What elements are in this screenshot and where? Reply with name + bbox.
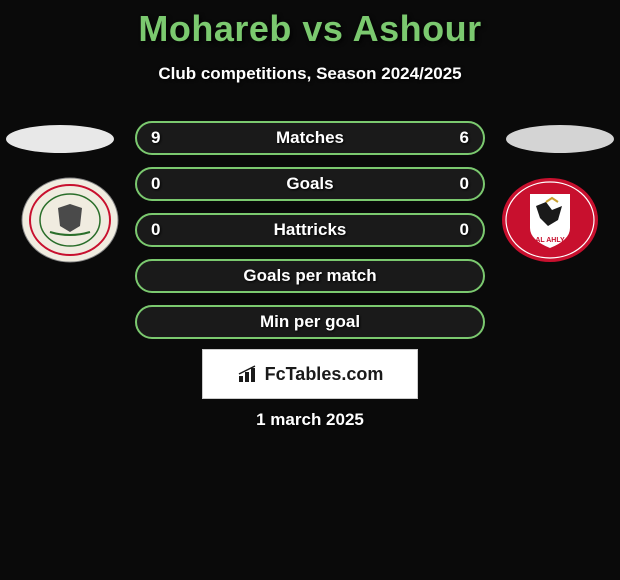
stat-label: Goals per match [243,266,376,286]
stat-row-goals-per-match: Goals per match [135,259,485,293]
chart-icon [237,364,261,384]
stat-value-left: 0 [151,220,171,240]
stat-label: Hattricks [274,220,347,240]
date-label: 1 march 2025 [0,410,620,430]
stats-column: 9 Matches 6 0 Goals 0 0 Hattricks 0 Goal… [135,121,485,351]
branding-text: FcTables.com [265,364,384,385]
club-crest-left-icon [20,176,120,264]
stat-value-right: 6 [449,128,469,148]
svg-text:AL AHLY: AL AHLY [535,237,565,244]
club-crest-right-icon: AL AHLY [500,176,600,264]
stat-label: Min per goal [260,312,360,332]
club-badge-left [20,176,120,264]
stat-row-min-per-goal: Min per goal [135,305,485,339]
stat-label: Goals [286,174,333,194]
subtitle: Club competitions, Season 2024/2025 [0,64,620,84]
stat-value-left: 9 [151,128,171,148]
club-badge-right: AL AHLY [500,176,600,264]
stat-label: Matches [276,128,344,148]
player-photo-right [506,125,614,153]
stat-value-left: 0 [151,174,171,194]
stat-value-right: 0 [449,174,469,194]
stat-row-goals: 0 Goals 0 [135,167,485,201]
stat-row-hattricks: 0 Hattricks 0 [135,213,485,247]
page-title: Mohareb vs Ashour [0,0,620,50]
stat-value-right: 0 [449,220,469,240]
stat-row-matches: 9 Matches 6 [135,121,485,155]
branding-box[interactable]: FcTables.com [202,349,418,399]
player-photo-left [6,125,114,153]
